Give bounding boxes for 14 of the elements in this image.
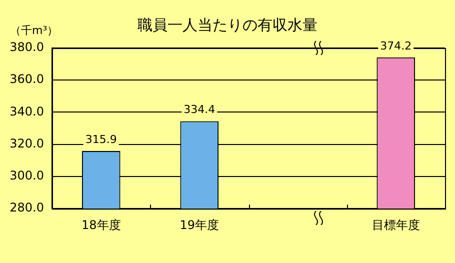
- x-tick-label: 目標年度: [372, 218, 420, 232]
- y-tick-label: 300.0: [10, 168, 44, 183]
- data-label: 334.4: [184, 103, 216, 116]
- y-tick-label: 380.0: [10, 40, 44, 54]
- data-label: 315.9: [85, 132, 117, 146]
- x-tick-label: 18年度: [81, 218, 121, 232]
- y-tick-label: 320.0: [10, 136, 44, 150]
- y-tick-label: 340.0: [10, 104, 44, 118]
- x-tick-label: 19年度: [180, 218, 220, 232]
- y-axis-title: （千m³）: [10, 24, 58, 37]
- y-tick-label: 280.0: [10, 200, 44, 215]
- y-tick-label: 360.0: [10, 72, 44, 86]
- data-label: 374.2: [380, 39, 412, 52]
- chart-title: 職員一人当たりの有収水量: [138, 16, 318, 34]
